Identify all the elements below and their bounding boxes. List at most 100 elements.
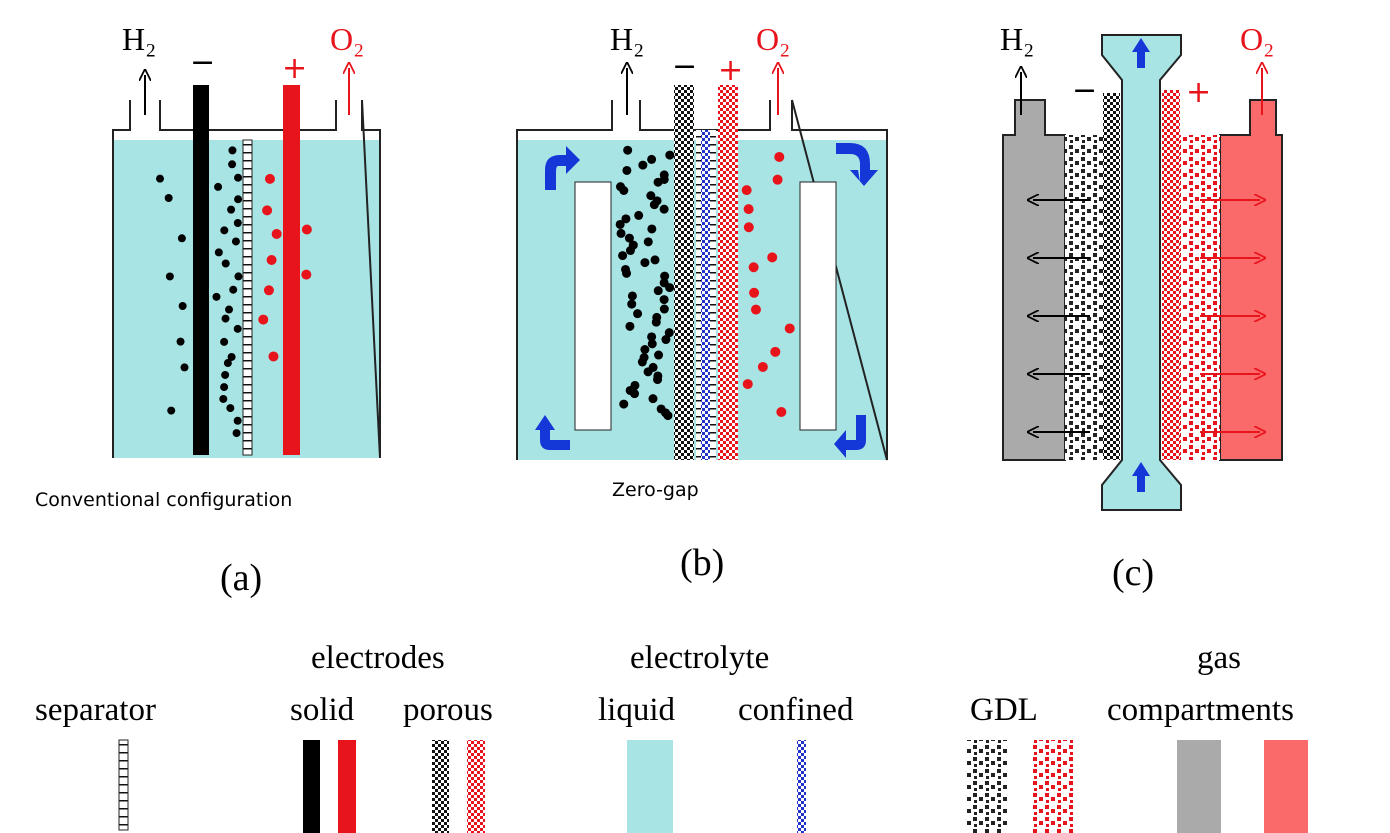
bubble [178, 234, 186, 242]
bubble [264, 285, 274, 295]
panel-label: (c) [1112, 552, 1154, 594]
h2-label: H₂ [1000, 21, 1034, 57]
bubble [619, 186, 628, 195]
bubble [222, 260, 230, 268]
bubble [267, 255, 277, 265]
legend-swatch [1033, 740, 1075, 833]
bubble [220, 226, 228, 234]
bubble [644, 237, 653, 246]
confined-electrolyte [701, 130, 710, 460]
porous-anode [718, 85, 738, 460]
bubble [212, 293, 220, 301]
bubble [647, 155, 656, 164]
minus: − [190, 45, 215, 80]
legend-label: porous [403, 692, 493, 728]
bubble [224, 359, 232, 367]
bubble [743, 379, 753, 389]
bubble [660, 205, 669, 214]
diagram: H₂ O₂ − + Conventional configuration (a)… [0, 0, 1390, 833]
minus: − [1072, 73, 1097, 108]
bubble [644, 367, 653, 376]
legend-swatch [797, 740, 806, 833]
cathode [193, 85, 209, 455]
legend-label: solid [290, 692, 355, 728]
legend-label: separator [35, 692, 156, 728]
bubble [234, 195, 242, 203]
legend-label: compartments [1107, 692, 1294, 728]
bubble [638, 357, 647, 366]
anode [283, 85, 300, 455]
panel-c: H₂ O₂ − + (c) [1000, 21, 1282, 594]
bubble [758, 362, 768, 372]
bubble [626, 246, 635, 255]
bubble [156, 175, 164, 183]
bubble [228, 160, 236, 168]
bubble [640, 258, 649, 267]
caption: Conventional configuration [35, 489, 292, 511]
bubble [665, 283, 674, 292]
legend-swatch [1177, 740, 1221, 833]
o2-label: O₂ [330, 21, 364, 57]
panel-b: H₂ O₂ − + Zero-gap (b) [517, 21, 887, 584]
gdl-cathode [1065, 135, 1103, 460]
bubble [234, 417, 242, 425]
bubble [226, 404, 234, 412]
bubble [166, 272, 174, 280]
h2-compartment [1003, 100, 1065, 460]
bubble [751, 305, 761, 315]
legend-swatch [1264, 740, 1308, 833]
porous-cathode [674, 85, 694, 460]
bubble [654, 178, 663, 187]
bubble [265, 174, 275, 184]
legend-heading: electrolyte [630, 640, 769, 676]
o2-label: O₂ [756, 21, 790, 57]
bubble [258, 315, 268, 325]
bubble [749, 262, 759, 272]
bubble [622, 166, 631, 175]
bubble [181, 363, 189, 371]
bubble [660, 305, 669, 314]
panel-label: (a) [220, 557, 262, 599]
bubble [744, 222, 754, 232]
bubble [634, 211, 643, 220]
bubble [648, 339, 657, 348]
bubble [654, 351, 663, 360]
bubble [776, 407, 786, 417]
bubble [232, 237, 240, 245]
panel-a: H₂ O₂ − + Conventional configuration (a) [35, 21, 380, 599]
bubble [622, 269, 631, 278]
legend-label: confined [738, 692, 854, 728]
porous-cathode [1103, 93, 1120, 460]
bubble [638, 161, 647, 170]
bubble [770, 347, 780, 357]
bubble [625, 322, 634, 331]
bubble [660, 295, 669, 304]
bubble [653, 375, 662, 384]
legend-swatch [467, 740, 485, 833]
bubble [268, 351, 278, 361]
bubble [627, 300, 636, 309]
bubble [179, 302, 187, 310]
legend: separator electrodes solid porous electr… [35, 640, 1308, 833]
bubble [651, 255, 660, 264]
h2-label: H₂ [610, 21, 644, 57]
legend-swatch [338, 740, 356, 833]
bubble [654, 286, 663, 295]
legend-swatch [432, 740, 449, 833]
bubble [165, 194, 173, 202]
legend-swatch [967, 740, 1007, 833]
bubble [652, 318, 661, 327]
legend-label: liquid [598, 692, 676, 728]
bubble [633, 309, 642, 318]
bubble [225, 306, 233, 314]
o2-label: O₂ [1240, 21, 1274, 57]
bubble [221, 371, 229, 379]
plus: + [1186, 75, 1211, 110]
bubble [229, 286, 237, 294]
bubble [640, 345, 649, 354]
bubble [665, 151, 674, 160]
legend-swatch [119, 740, 128, 830]
bubble [661, 335, 670, 344]
bubble [234, 325, 242, 333]
bubble [233, 429, 241, 437]
